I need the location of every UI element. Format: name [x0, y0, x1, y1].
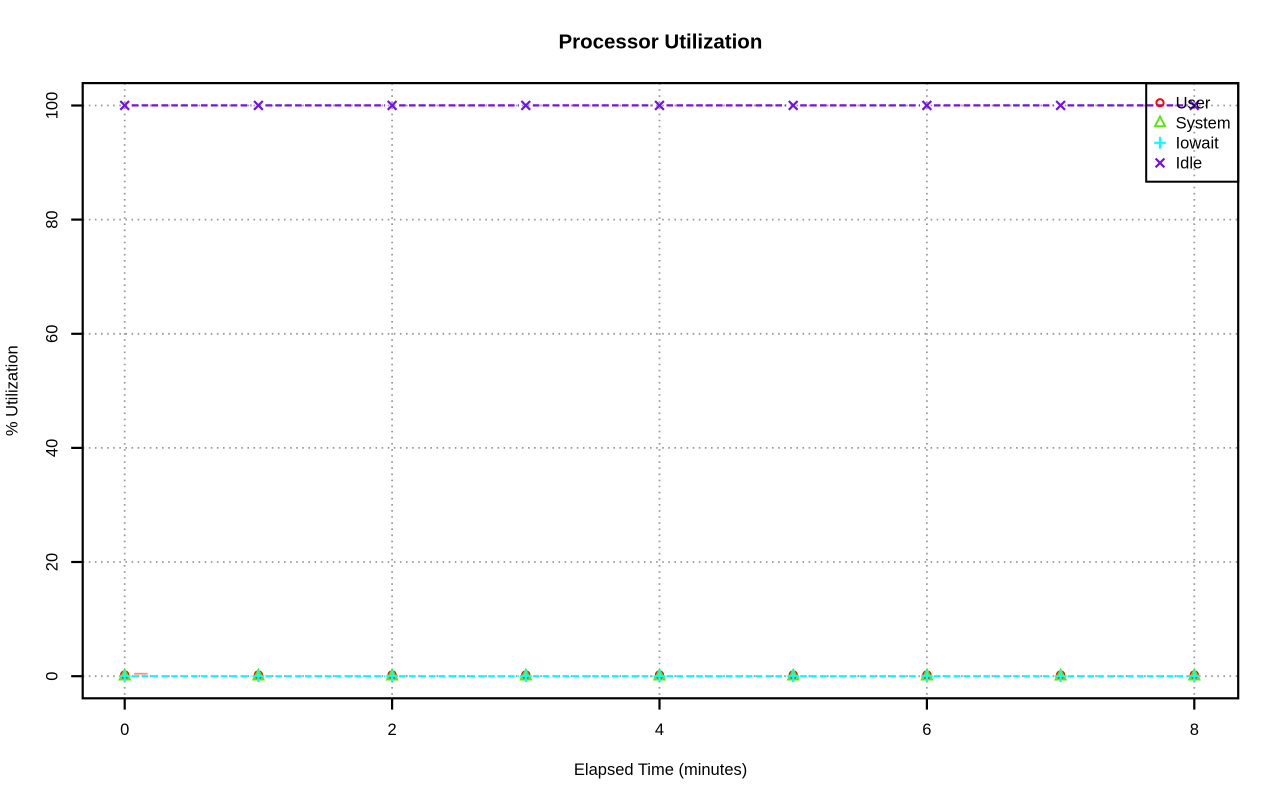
svg-text:% Utilization: % Utilization	[3, 345, 21, 436]
svg-text:2: 2	[388, 721, 397, 739]
svg-text:0: 0	[120, 721, 129, 739]
svg-text:4: 4	[655, 721, 664, 739]
svg-text:0: 0	[44, 672, 62, 681]
svg-text:Idle: Idle	[1176, 155, 1203, 173]
svg-text:Iowait: Iowait	[1176, 135, 1220, 153]
svg-text:Elapsed Time (minutes): Elapsed Time (minutes)	[574, 761, 747, 779]
svg-text:User: User	[1176, 94, 1211, 112]
svg-text:Processor Utilization: Processor Utilization	[558, 31, 762, 54]
svg-text:80: 80	[44, 210, 62, 228]
svg-text:8: 8	[1190, 721, 1199, 739]
svg-text:6: 6	[922, 721, 931, 739]
svg-text:60: 60	[44, 325, 62, 343]
svg-text:100: 100	[44, 92, 62, 120]
svg-text:System: System	[1176, 114, 1231, 132]
svg-text:40: 40	[44, 439, 62, 457]
svg-text:20: 20	[44, 553, 62, 571]
